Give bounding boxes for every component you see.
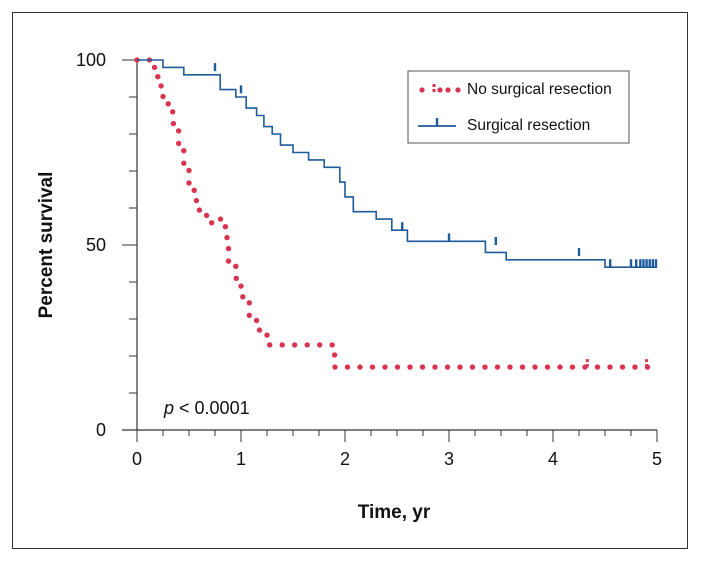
- series-dot-no-surgical-resection: [160, 93, 166, 100]
- series-dot-no-surgical-resection: [557, 364, 563, 370]
- series-dot-no-surgical-resection: [256, 327, 263, 333]
- series-dot-no-surgical-resection: [225, 258, 232, 264]
- series-dot-no-surgical-resection: [419, 364, 426, 370]
- series-dot-no-surgical-resection: [357, 364, 363, 370]
- series-dot-no-surgical-resection: [170, 120, 177, 127]
- series-dot-no-surgical-resection: [494, 364, 501, 370]
- series-dot-no-surgical-resection: [224, 234, 230, 241]
- series-dot-no-surgical-resection: [155, 74, 161, 80]
- legend-label-surgical-resection: Surgical resection: [467, 117, 590, 134]
- series-dot-no-surgical-resection: [432, 364, 438, 370]
- series-dot-no-surgical-resection: [569, 364, 576, 370]
- series-dot-no-surgical-resection: [175, 140, 182, 147]
- series-dot-no-surgical-resection: [264, 332, 270, 338]
- series-dot-no-surgical-resection: [329, 342, 335, 348]
- series-dot-no-surgical-resection: [394, 364, 401, 370]
- series-dot-no-surgical-resection: [253, 317, 260, 324]
- legend-label-no-surgical-resection: No surgical resection: [467, 81, 612, 98]
- x-tick-label: 4: [548, 449, 558, 469]
- series-dot-no-surgical-resection: [594, 364, 601, 370]
- x-tick-label: 3: [444, 449, 454, 469]
- legend-dot: [419, 87, 425, 93]
- series-dot-no-surgical-resection: [619, 364, 626, 370]
- series-dot-no-surgical-resection: [217, 216, 224, 222]
- series-dot-no-surgical-resection: [344, 364, 351, 370]
- series-dot-no-surgical-resection: [193, 197, 200, 204]
- series-dot-no-surgical-resection: [332, 364, 338, 370]
- series-dot-no-surgical-resection: [196, 207, 203, 213]
- series-dot-no-surgical-resection: [175, 128, 182, 134]
- legend-dot: [437, 87, 443, 93]
- series-dot-no-surgical-resection: [225, 245, 232, 252]
- y-axis-title: Percent survival: [36, 172, 57, 319]
- legend-dot: [455, 87, 461, 93]
- x-tick-label: 0: [132, 449, 142, 469]
- legend-box: [407, 70, 630, 144]
- series-dot-no-surgical-resection: [482, 364, 488, 370]
- series-dot-no-surgical-resection: [186, 180, 192, 186]
- series-dot-no-surgical-resection: [165, 101, 171, 107]
- y-tick-label: 50: [86, 235, 106, 255]
- series-dot-no-surgical-resection: [292, 342, 298, 348]
- x-tick-label: 2: [340, 449, 350, 469]
- series-dot-no-surgical-resection: [331, 352, 338, 358]
- series-dot-no-surgical-resection: [203, 212, 210, 219]
- series-dot-no-surgical-resection: [222, 224, 229, 230]
- series-dot-no-surgical-resection: [191, 187, 197, 193]
- series-dot-no-surgical-resection: [246, 300, 253, 306]
- series-dot-no-surgical-resection: [304, 342, 310, 348]
- series-line-surgical-resection: [137, 59, 657, 268]
- series-dot-no-surgical-resection: [369, 364, 376, 370]
- series-dot-no-surgical-resection: [317, 342, 323, 348]
- series-dot-no-surgical-resection: [233, 263, 239, 269]
- figure-frame: [12, 12, 688, 549]
- p-value-annotation: p < 0.0001: [163, 398, 250, 418]
- series-dot-no-surgical-resection: [632, 364, 638, 370]
- series-dot-no-surgical-resection: [240, 294, 246, 300]
- series-dot-no-surgical-resection: [507, 364, 513, 370]
- series-dot-no-surgical-resection: [444, 364, 451, 370]
- series-dot-no-surgical-resection: [246, 312, 253, 318]
- series-dot-no-surgical-resection: [238, 283, 244, 289]
- series-dot-no-surgical-resection: [519, 364, 526, 370]
- series-dot-no-surgical-resection: [279, 342, 285, 348]
- series-dot-no-surgical-resection: [170, 109, 176, 115]
- series-dot-no-surgical-resection: [382, 364, 388, 370]
- series-dot-no-surgical-resection: [544, 364, 551, 370]
- series-dot-no-surgical-resection: [209, 220, 215, 226]
- series-dot-no-surgical-resection: [233, 275, 239, 281]
- legend-symbol-surgical-resection: [418, 118, 456, 127]
- series-dot-no-surgical-resection: [607, 364, 613, 370]
- series-dot-no-surgical-resection: [407, 364, 413, 370]
- series-dot-no-surgical-resection: [186, 167, 192, 174]
- p-value-symbol: p: [163, 398, 174, 418]
- x-tick-label: 1: [236, 449, 246, 469]
- p-value-text: < 0.0001: [174, 398, 250, 418]
- x-axis-title: Time, yr: [358, 502, 431, 523]
- x-tick-label: 5: [652, 449, 662, 469]
- series-dot-no-surgical-resection: [469, 364, 476, 370]
- series-dot-no-surgical-resection: [181, 148, 187, 154]
- legend: No surgical resection Surgical resection: [407, 70, 630, 144]
- series-dot-no-surgical-resection: [532, 364, 538, 370]
- legend-dot: [445, 87, 451, 93]
- y-tick-label: 100: [76, 50, 106, 70]
- series-dot-no-surgical-resection: [181, 160, 187, 166]
- y-tick-label: 0: [96, 420, 106, 440]
- series-dot-no-surgical-resection: [158, 83, 164, 89]
- series-dot-no-surgical-resection: [267, 342, 273, 348]
- series-dot-no-surgical-resection: [151, 64, 158, 71]
- series-dot-no-surgical-resection: [457, 364, 463, 370]
- legend-symbol-no-surgical-resection: [419, 84, 461, 94]
